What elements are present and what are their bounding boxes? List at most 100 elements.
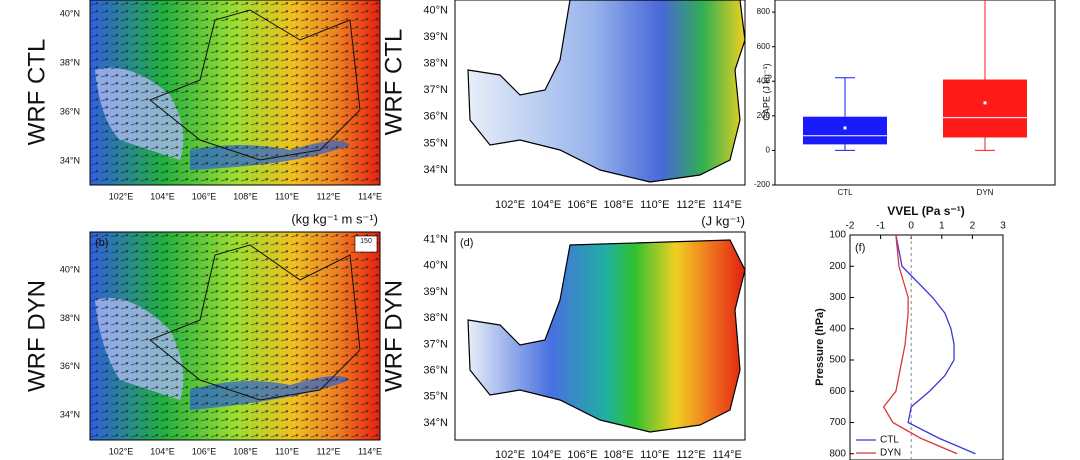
lat-label: 40°N: [60, 8, 80, 18]
x-tick-label: 0: [908, 221, 914, 232]
lat-label: 39°N: [423, 286, 448, 298]
lat-label: 37°N: [423, 84, 448, 96]
lon-label: 110°E: [275, 446, 299, 456]
y-axis-title: CAPE (J kg⁻¹): [761, 63, 771, 120]
map-b: [89, 231, 381, 441]
lat-label: 38°N: [60, 57, 80, 67]
box: [943, 79, 1027, 138]
legend-label: CTL: [880, 435, 899, 446]
lat-label: 38°N: [423, 58, 448, 70]
lon-label: 108°E: [233, 191, 258, 201]
lat-label: 34°N: [60, 155, 80, 165]
x-tick-label: DYN: [977, 188, 994, 197]
lon-label: 114°E: [713, 449, 742, 460]
lat-label: 34°N: [423, 164, 448, 176]
row-label: WRF DYN: [23, 280, 50, 392]
lat-label: 38°N: [60, 313, 80, 323]
lon-label: 106°E: [192, 446, 217, 456]
y-tick-label: 300: [829, 292, 846, 303]
lon-label: 106°E: [567, 449, 597, 460]
lon-label: 114°E: [358, 191, 382, 201]
unit-label: (kg kg⁻¹ m s⁻¹): [291, 211, 378, 226]
map-c: [454, 0, 746, 186]
lon-label: 102°E: [495, 199, 525, 211]
row-label: WRF CTL: [380, 29, 407, 136]
lon-label: 102°E: [495, 449, 525, 460]
chart-title: VVEL (Pa s⁻¹): [887, 204, 964, 218]
lat-label: 34°N: [60, 409, 80, 419]
lon-label: 108°E: [604, 199, 634, 211]
lon-label: 112°E: [317, 446, 341, 456]
lon-label: 110°E: [640, 199, 669, 211]
lat-label: 39°N: [423, 31, 448, 43]
lat-label: 38°N: [423, 312, 448, 324]
y-tick-label: 0: [766, 146, 771, 155]
x-tick-label: 1: [939, 221, 945, 232]
mean: [983, 101, 987, 105]
box: [803, 116, 887, 145]
x-tick-label: -2: [846, 221, 855, 232]
box-frame: [774, 0, 1056, 186]
y-axis-title: Pressure (hPa): [814, 308, 826, 386]
lat-label: 36°N: [60, 361, 80, 371]
y-tick-label: 800: [757, 7, 771, 16]
y-tick-label: 200: [757, 111, 771, 120]
row-label: WRF DYN: [380, 280, 407, 392]
legend-label: DYN: [880, 448, 901, 459]
lon-label: 102°E: [109, 191, 134, 201]
lon-label: 104°E: [150, 446, 175, 456]
x-tick-label: 2: [970, 221, 976, 232]
lon-label: 112°E: [317, 191, 341, 201]
lon-label: 108°E: [604, 449, 634, 460]
y-tick-label: 600: [829, 386, 846, 397]
row-label: WRF CTL: [23, 39, 50, 146]
vector-legend: 150: [360, 238, 372, 245]
lat-label: 40°N: [423, 260, 448, 272]
y-tick-label: 400: [757, 76, 771, 85]
lon-label: 104°E: [531, 449, 561, 460]
y-tick-label: 800: [829, 448, 846, 459]
lat-label: 41°N: [423, 234, 448, 246]
lat-label: 36°N: [60, 106, 80, 116]
lon-label: 104°E: [150, 191, 175, 201]
lon-label: 102°E: [109, 446, 134, 456]
lon-label: 104°E: [531, 199, 561, 211]
profile-line: [895, 234, 976, 455]
unit-label: (J kg⁻¹): [701, 213, 745, 228]
lat-label: 40°N: [60, 264, 80, 274]
map-d: [454, 231, 746, 441]
lat-label: 40°N: [423, 4, 448, 16]
x-tick-label: -1: [876, 221, 885, 232]
lat-label: 34°N: [423, 417, 448, 429]
y-tick-label: 400: [829, 323, 846, 334]
lat-label: 36°N: [423, 111, 448, 123]
lon-label: 112°E: [676, 199, 705, 211]
lat-label: 36°N: [423, 365, 448, 377]
lon-label: 114°E: [358, 446, 382, 456]
y-tick-label: -200: [754, 180, 771, 189]
lon-label: 108°E: [233, 446, 258, 456]
lon-label: 106°E: [567, 199, 597, 211]
profile-frame: [849, 234, 1004, 460]
lon-label: 112°E: [676, 449, 705, 460]
lat-label: 35°N: [423, 137, 448, 149]
y-tick-label: 200: [829, 261, 846, 272]
lon-label: 114°E: [713, 199, 742, 211]
y-tick-label: 600: [757, 42, 771, 51]
lon-label: 110°E: [275, 191, 299, 201]
lat-label: 37°N: [423, 338, 448, 350]
panel-label: (d): [460, 237, 473, 249]
profile-line: [882, 234, 958, 455]
map-a: [89, 0, 381, 186]
y-tick-label: 100: [829, 230, 846, 241]
lon-label: 110°E: [640, 449, 669, 460]
x-tick-label: CTL: [837, 188, 853, 197]
lon-label: 106°E: [192, 191, 217, 201]
x-tick-label: 3: [1000, 221, 1006, 232]
panel-label: (f): [855, 242, 865, 254]
panel-label: (b): [95, 237, 108, 249]
lat-label: 35°N: [423, 391, 448, 403]
y-tick-label: 700: [829, 417, 846, 428]
y-tick-label: 500: [829, 355, 846, 366]
